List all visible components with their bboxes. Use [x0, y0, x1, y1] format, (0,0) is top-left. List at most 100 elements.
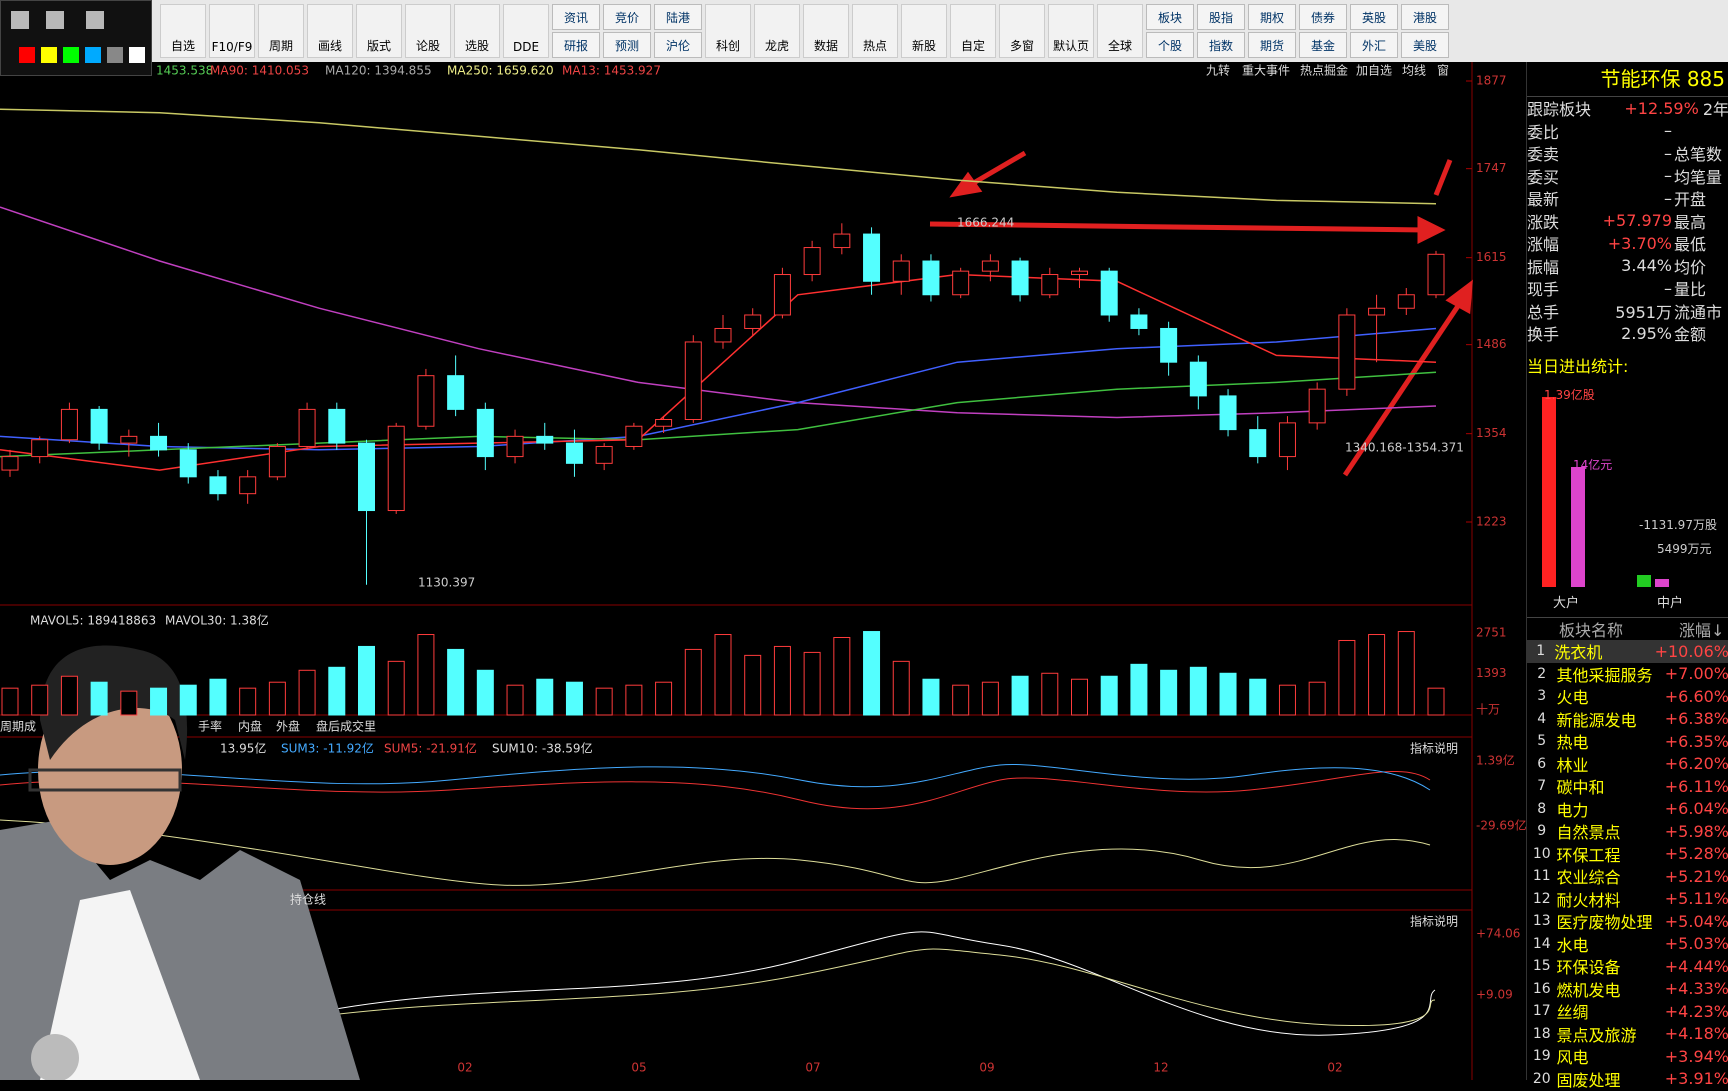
- sector-row[interactable]: 3 火电 +6.60%: [1527, 685, 1728, 708]
- volume-bar: [714, 634, 732, 716]
- toolbar-button[interactable]: 基金: [1299, 32, 1347, 58]
- sector-change: +6.04%: [1664, 799, 1728, 819]
- sector-row[interactable]: 17 丝绸 +4.23%: [1527, 1000, 1728, 1023]
- sector-name: 景点及旅游: [1556, 1025, 1637, 1045]
- toolbar-button[interactable]: 热点: [852, 4, 898, 58]
- sector-row[interactable]: 7 碳中和 +6.11%: [1527, 775, 1728, 798]
- sector-change: +5.03%: [1664, 934, 1728, 954]
- indicator-tab[interactable]: 外盘: [276, 719, 300, 734]
- sector-row[interactable]: 5 热电 +6.35%: [1527, 730, 1728, 753]
- indicator-tab[interactable]: 手率: [198, 719, 222, 734]
- chart-tab[interactable]: 窗: [1437, 64, 1449, 78]
- indicator-tab[interactable]: 内盘: [238, 719, 262, 734]
- ma-label: MA120: 1394.855: [325, 64, 432, 78]
- toolbar-button[interactable]: DDE: [503, 4, 549, 58]
- sector-row[interactable]: 20 固废处理 +3.91%: [1527, 1068, 1728, 1091]
- toolbar-button[interactable]: 龙虎: [754, 4, 800, 58]
- toolbar-button[interactable]: 英股: [1350, 4, 1398, 30]
- toolbar-button[interactable]: 外汇: [1350, 32, 1398, 58]
- chart-tab[interactable]: 重大事件: [1242, 64, 1290, 78]
- sector-row[interactable]: 10 环保工程 +5.28%: [1527, 843, 1728, 866]
- sector-row[interactable]: 6 林业 +6.20%: [1527, 753, 1728, 776]
- sector-row[interactable]: 2 其他采掘服务 +7.00%: [1527, 663, 1728, 686]
- sector-row[interactable]: 11 农业综合 +5.21%: [1527, 865, 1728, 888]
- sector-rank: 5: [1537, 733, 1547, 750]
- toolbar-button[interactable]: F10/F9: [209, 4, 255, 58]
- toolbar-button[interactable]: 研报: [552, 32, 600, 58]
- chart-tab[interactable]: 均线: [1402, 64, 1426, 78]
- toolbar-button[interactable]: 选股: [454, 4, 500, 58]
- toolbar-button[interactable]: 数据: [803, 4, 849, 58]
- x-tick-label: 09: [979, 1061, 994, 1075]
- indicator-tab[interactable]: 周期成: [0, 720, 36, 734]
- toolbar-button[interactable]: 个股: [1146, 32, 1194, 58]
- toolbar-button[interactable]: 美股: [1401, 32, 1449, 58]
- chart-tab[interactable]: 热点掘金: [1300, 63, 1348, 78]
- candle-body: [655, 419, 673, 427]
- candle-body: [1160, 327, 1178, 363]
- candle-body: [744, 314, 762, 329]
- volume-bar: [1219, 672, 1237, 716]
- explain-button[interactable]: 指标说明: [1410, 741, 1458, 756]
- ma-label: MA250: 1659.620: [447, 64, 554, 78]
- sector-change: +5.04%: [1664, 911, 1728, 931]
- sector-row[interactable]: 1 洗衣机 +10.06%: [1527, 640, 1728, 663]
- toolbar-button[interactable]: 债券: [1299, 4, 1347, 30]
- sector-row[interactable]: 15 环保设备 +4.44%: [1527, 955, 1728, 978]
- sector-row[interactable]: 9 自然景点 +5.98%: [1527, 820, 1728, 843]
- toolbar-button[interactable]: 板块: [1146, 4, 1194, 30]
- explain-button[interactable]: 指标说明: [1410, 914, 1458, 929]
- sector-row[interactable]: 14 水电 +5.03%: [1527, 933, 1728, 956]
- toolbar-button[interactable]: 全球: [1097, 4, 1143, 58]
- toolbar-button[interactable]: 预测: [603, 32, 651, 58]
- volume-label: MAVOL30: 1.38亿: [165, 613, 269, 628]
- volume-bar: [476, 669, 494, 716]
- toolbar-button[interactable]: 港股: [1401, 4, 1449, 30]
- toolbar-button[interactable]: 新股: [901, 4, 947, 58]
- sector-row[interactable]: 19 风电 +3.94%: [1527, 1045, 1728, 1068]
- chart-tab[interactable]: 九转: [1206, 63, 1230, 78]
- toolbar-button[interactable]: 多窗: [999, 4, 1045, 58]
- volume-tick-label: 2751: [1476, 626, 1507, 640]
- toolbar-button[interactable]: 资讯: [552, 4, 600, 30]
- candle-body: [1100, 270, 1118, 316]
- sector-row[interactable]: 8 电力 +6.04%: [1527, 798, 1728, 821]
- toolbar-button[interactable]: 股指: [1197, 4, 1245, 30]
- button-pair: 竞价 预测: [603, 4, 651, 58]
- sector-name: 水电: [1556, 935, 1589, 955]
- toolbar-button[interactable]: 自定: [950, 4, 996, 58]
- quote-label: 量比: [1674, 280, 1707, 300]
- quote-value: +3.70%: [1607, 233, 1672, 253]
- sector-row[interactable]: 13 医疗废物处理 +5.04%: [1527, 910, 1728, 933]
- fund-label: 13.95亿: [220, 741, 266, 756]
- sector-row[interactable]: 16 燃机发电 +4.33%: [1527, 978, 1728, 1001]
- sector-change: +4.23%: [1664, 1001, 1728, 1021]
- chart-tab[interactable]: 加自选: [1356, 64, 1392, 78]
- toolbar-button[interactable]: 指数: [1197, 32, 1245, 58]
- sector-row[interactable]: 12 耐火材料 +5.11%: [1527, 888, 1728, 911]
- y-tick-label: 1354: [1476, 426, 1507, 440]
- toolbar-button[interactable]: 期权: [1248, 4, 1296, 30]
- sector-row[interactable]: 18 景点及旅游 +4.18%: [1527, 1023, 1728, 1046]
- toolbar-button[interactable]: 科创: [705, 4, 751, 58]
- track-row: 跟踪板块 +12.59% 2年: [1527, 96, 1728, 120]
- toolbar-button[interactable]: 期货: [1248, 32, 1296, 58]
- toolbar-button[interactable]: 默认页: [1048, 4, 1094, 58]
- toolbar-button[interactable]: 版式: [356, 4, 402, 58]
- sector-rank: 19: [1532, 1048, 1551, 1065]
- quote-label: 最低: [1674, 235, 1707, 255]
- toolbar-button[interactable]: 竞价: [603, 4, 651, 30]
- button-pair: 港股 美股: [1401, 4, 1449, 58]
- sector-name: 林业: [1556, 755, 1589, 775]
- toolbar-button[interactable]: 论股: [405, 4, 451, 58]
- toolbar-button[interactable]: 沪伦: [654, 32, 702, 58]
- indicator-tab[interactable]: 盘后成交里: [316, 719, 376, 734]
- toolbar-button[interactable]: 自选: [160, 4, 206, 58]
- toolbar-button[interactable]: 周期: [258, 4, 304, 58]
- toolbar-button[interactable]: 画线: [307, 4, 353, 58]
- quote-label: 委卖: [1527, 145, 1560, 165]
- button-pair: 板块 个股: [1146, 4, 1194, 58]
- button-pair: 股指 指数: [1197, 4, 1245, 58]
- toolbar-button[interactable]: 陆港: [654, 4, 702, 30]
- sector-row[interactable]: 4 新能源发电 +6.38%: [1527, 708, 1728, 731]
